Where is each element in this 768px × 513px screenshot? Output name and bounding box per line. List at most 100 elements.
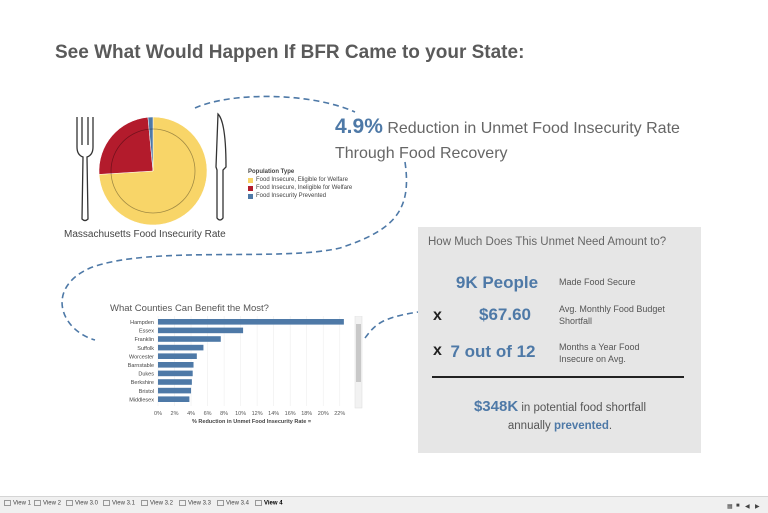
- prev-sheet-icon[interactable]: ◀: [745, 504, 750, 510]
- budget-desc: Avg. Monthly Food Budget Shortfall: [559, 304, 665, 326]
- x-tick-label: 14%: [268, 411, 279, 417]
- multiply-sign: x: [433, 307, 442, 324]
- x-tick-label: 8%: [220, 411, 228, 417]
- sheet-tab[interactable]: View 4: [255, 500, 283, 507]
- sheet-tab-label: View 3.3: [188, 500, 211, 507]
- list-view-icon[interactable]: ■: [736, 503, 740, 509]
- budget-value: $67.60: [479, 305, 531, 324]
- sheet-tab-label: View 4: [264, 500, 283, 507]
- pie-chart-label: Massachusetts Food Insecurity Rate: [64, 229, 226, 240]
- x-tick-label: 18%: [301, 411, 312, 417]
- bar[interactable]: [158, 370, 193, 377]
- bar[interactable]: [158, 336, 221, 342]
- legend-label: Food Insecure, Eligible for Welfare: [256, 177, 348, 183]
- sheet-icon: [34, 500, 41, 506]
- sheet-icon: [103, 500, 110, 506]
- sheet-tab-label: View 3.0: [75, 500, 98, 507]
- x-tick-label: 22%: [334, 411, 345, 417]
- category-label: Barnstable: [128, 363, 154, 369]
- category-label: Dukes: [138, 372, 154, 378]
- months-value: 7 out of 12: [450, 342, 536, 361]
- category-label: Suffolk: [137, 346, 154, 352]
- sheet-icon: [141, 500, 148, 506]
- sheet-tab[interactable]: View 3.3: [179, 500, 211, 507]
- legend-swatch: [248, 177, 253, 183]
- sheet-tab[interactable]: View 3.2: [141, 500, 173, 507]
- category-label: Bristol: [139, 389, 154, 395]
- calculation-title: How Much Does This Unmet Need Amount to?: [428, 236, 667, 248]
- x-tick-label: 12%: [252, 411, 263, 417]
- sheet-tab-bar: View 1 View 2 View 3.0 View 3.1 View 3.2 View…: [0, 496, 768, 513]
- result-value: $348K: [473, 398, 519, 415]
- sheet-icon: [66, 500, 73, 506]
- pie-legend: Population Type Food Insecure, Eligible …: [248, 169, 352, 200]
- bar[interactable]: [158, 387, 192, 394]
- bar-chart-title: What Counties Can Benefit the Most?: [110, 303, 269, 314]
- legend-item: Food Insecure, Eligible for Welfare: [248, 176, 352, 184]
- bar-chart-xlabel: % Reduction in Unmet Food Insecurity Rat…: [192, 419, 312, 425]
- scrollbar-thumb[interactable]: [356, 324, 361, 382]
- calculation-divider: [432, 376, 684, 378]
- plate-inner-rim: [110, 128, 196, 214]
- headline-percent: 4.9%: [335, 115, 383, 138]
- next-sheet-icon[interactable]: ▶: [755, 504, 760, 510]
- category-label: Worcester: [129, 354, 154, 360]
- category-label: Essex: [139, 329, 154, 335]
- sheet-icon: [179, 500, 186, 506]
- legend-title: Population Type: [248, 169, 295, 175]
- result-end: .: [608, 420, 613, 432]
- sheet-icon: [255, 500, 262, 506]
- calculation-panel: [418, 227, 701, 453]
- months-desc: Months a Year Food Insecure on Avg.: [559, 342, 640, 364]
- x-tick-label: 10%: [235, 411, 246, 417]
- sheet-tab-label: View 1: [13, 500, 31, 507]
- grid-view-icon[interactable]: ▦: [727, 504, 733, 510]
- x-tick-label: 20%: [318, 411, 329, 417]
- people-value: 9K People: [455, 273, 539, 292]
- category-label: Middlesex: [129, 397, 154, 403]
- bar[interactable]: [158, 319, 344, 325]
- sheet-tab-label: View 3.2: [150, 500, 173, 507]
- bar[interactable]: [158, 396, 190, 402]
- sheet-tab[interactable]: View 3.0: [66, 500, 98, 507]
- knife-icon: [215, 112, 227, 221]
- headline: 4.9% Reduction in Unmet Food Insecurity …: [335, 114, 735, 166]
- category-label: Hampden: [130, 320, 154, 326]
- x-tick-label: 16%: [285, 411, 296, 417]
- bar[interactable]: [158, 327, 244, 334]
- result-highlight: prevented: [553, 420, 609, 432]
- headline-text: Reduction in Unmet Food Insecurity Rate …: [335, 120, 680, 162]
- sheet-tab[interactable]: View 3.4: [217, 500, 249, 507]
- bar[interactable]: [158, 379, 192, 385]
- x-tick-label: 4%: [187, 411, 195, 417]
- result-text: annually: [507, 420, 551, 432]
- multiply-sign: x: [433, 342, 442, 359]
- bar[interactable]: [158, 353, 197, 359]
- sheet-tab[interactable]: View 3.1: [103, 500, 135, 507]
- sheet-tab-label: View 3.1: [112, 500, 135, 507]
- result-statement: $348K in potential food shortfall annual…: [425, 398, 695, 435]
- sheet-tab-label: View 3.4: [226, 500, 249, 507]
- legend-swatch: [248, 193, 253, 199]
- x-tick-label: 6%: [204, 411, 212, 417]
- legend-label: Food Insecurity Prevented: [256, 193, 327, 199]
- sheet-tab-label: View 2: [43, 500, 61, 507]
- legend-label: Food Insecure, Ineligible for Welfare: [256, 185, 353, 191]
- sheet-tab[interactable]: View 2: [34, 500, 61, 507]
- category-label: Berkshire: [131, 380, 154, 386]
- legend-item: Food Insecurity Prevented: [248, 192, 352, 200]
- result-text: in potential food shortfall: [521, 402, 647, 414]
- category-label: Franklin: [134, 337, 154, 343]
- x-tick-label: 2%: [171, 411, 179, 417]
- bar[interactable]: [158, 344, 204, 351]
- fork-icon: [76, 117, 94, 222]
- sheet-icon: [217, 500, 224, 506]
- bar[interactable]: [158, 362, 194, 368]
- x-tick-label: 0%: [154, 411, 162, 417]
- pie-slice: [98, 116, 154, 175]
- sheet-tab[interactable]: View 1: [4, 500, 31, 507]
- pie-chart: [98, 116, 208, 226]
- page-title: See What Would Happen If BFR Came to you…: [55, 42, 525, 63]
- legend-item: Food Insecure, Ineligible for Welfare: [248, 184, 352, 192]
